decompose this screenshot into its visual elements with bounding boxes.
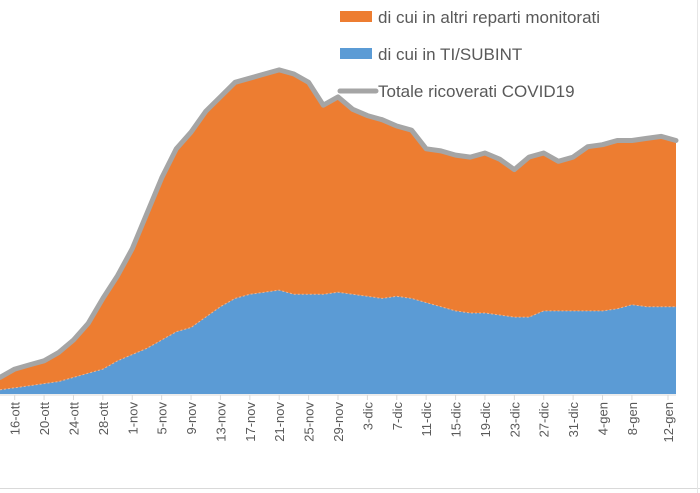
x-tick-label: 4-gen [596,402,611,435]
x-tick-label: 20-ott [37,402,52,436]
x-tick-label: 24-ott [66,402,81,436]
x-tick-label: 7-dic [390,402,405,431]
chart-frame-bottom [0,488,700,489]
x-tick-label: 28-ott [96,402,111,436]
x-tick-label: 15-dic [449,402,464,438]
series-line-totale [0,67,679,380]
x-tick-label: 12-gen [661,402,676,442]
plot-area [0,67,679,395]
legend-item-totale: Totale ricoverati COVID19 [337,82,575,101]
x-tick-label: 21-nov [272,402,287,442]
x-axis-ticks [14,395,669,400]
x-tick-label: 17-nov [243,402,258,442]
series-boundary-ti-subint [0,289,676,391]
x-tick-label: 27-dic [537,402,552,438]
x-tick-label: 1-nov [125,402,140,435]
x-tick-label: 19-dic [478,402,493,438]
legend-item-altri-reparti: di cui in altri reparti monitorati [340,8,600,27]
legend-swatch-blue [340,48,372,59]
x-tick-label: 13-nov [213,402,228,442]
legend-label-totale: Totale ricoverati COVID19 [378,82,575,101]
chart-frame-right [697,0,698,493]
x-tick-label: 23-dic [507,402,522,438]
legend-label-ti-subint: di cui in TI/SUBINT [378,45,522,64]
x-tick-label: 8-gen [625,402,640,435]
series-area-altri-reparti [0,69,676,395]
legend-swatch-orange [340,11,372,22]
legend-label-altri-reparti: di cui in altri reparti monitorati [378,8,600,27]
x-tick-label: 5-nov [155,402,170,435]
x-tick-label: 16-ott [8,402,23,436]
x-axis-labels: 16-ott 20-ott 24-ott 28-ott 1-nov 5-nov 9-nov 1… [8,402,676,443]
x-tick-label: 3-dic [360,402,375,431]
legend: di cui in altri reparti monitorati di cu… [337,8,600,101]
x-tick-label: 29-nov [331,402,346,442]
legend-item-ti-subint: di cui in TI/SUBINT [340,45,522,64]
x-tick-label: 11-dic [419,402,434,437]
x-tick-label: 9-nov [184,402,199,435]
x-tick-label: 25-nov [302,402,317,442]
x-tick-label: 31-dic [566,402,581,438]
